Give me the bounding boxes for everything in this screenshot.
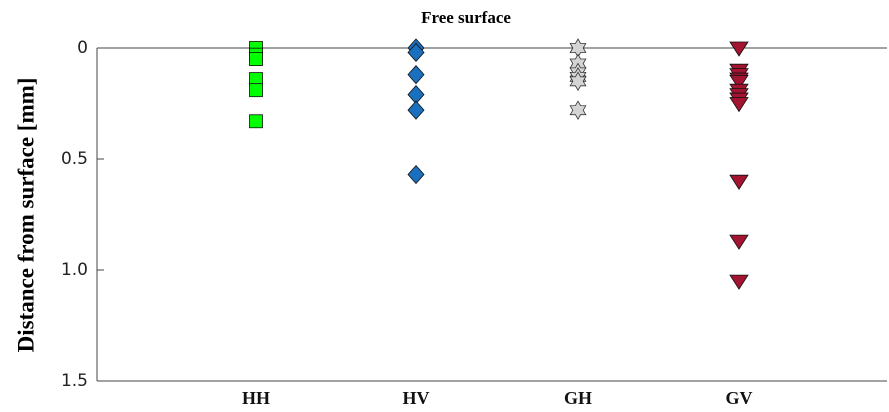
marker xyxy=(407,65,425,85)
x-tick-label: GH xyxy=(564,388,592,408)
y-tick-label: 1.5 xyxy=(61,371,88,391)
marker xyxy=(407,42,425,63)
marker xyxy=(729,174,749,190)
marker xyxy=(729,41,749,57)
chart-title: Free surface xyxy=(421,8,511,27)
marker xyxy=(729,234,749,250)
marker xyxy=(729,97,749,113)
marker xyxy=(407,164,425,185)
y-tick-label: 1.0 xyxy=(61,260,88,280)
marker xyxy=(729,274,749,290)
marker xyxy=(249,52,263,66)
marker xyxy=(407,100,425,120)
y-tick-label: 0.5 xyxy=(61,149,88,169)
x-tick-label: GV xyxy=(726,388,753,408)
marker xyxy=(249,114,263,129)
marker xyxy=(249,83,263,98)
marker xyxy=(729,74,749,91)
x-tick-label: HH xyxy=(242,388,270,408)
y-tick-label: 0 xyxy=(77,38,88,58)
x-tick-label: HV xyxy=(403,388,430,408)
marker xyxy=(569,71,587,92)
marker xyxy=(569,100,587,120)
y-axis-label: Distance from surface [mm] xyxy=(13,78,38,353)
